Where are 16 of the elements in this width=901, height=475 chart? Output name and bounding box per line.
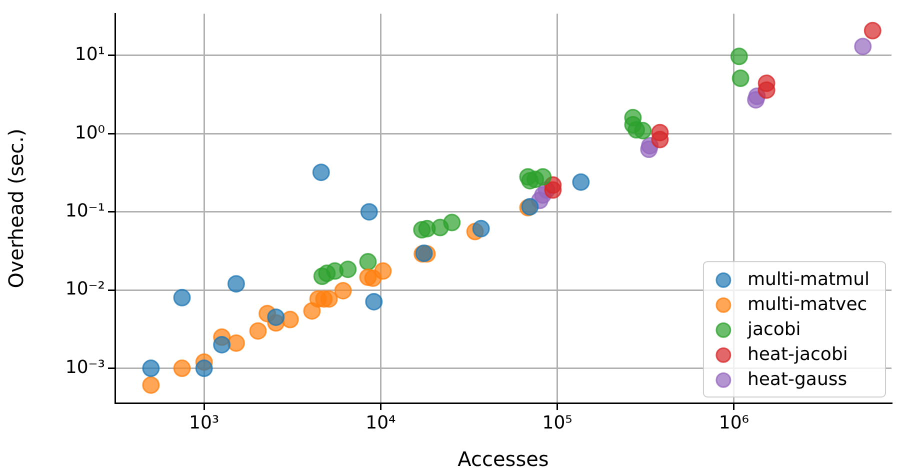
legend-label: heat-jacobi [747,344,848,365]
x-tick-label: 10⁶ [718,412,750,434]
legend-label: multi-matvec [747,294,868,315]
x-axis-title: Accesses [458,447,549,472]
y-axis-title: Overhead (sec.) [4,128,28,288]
y-tick-label: 10⁻¹ [65,200,105,222]
x-tick-label: 10⁴ [366,412,396,434]
y-tick-label: 10¹ [74,44,105,66]
legend-label: multi-matmul [747,268,870,290]
y-tick-label: 10⁻³ [65,356,105,378]
x-tick-label: 10³ [189,412,220,434]
y-tick-label: 10⁻² [65,278,105,300]
y-tick-label: 10⁰ [74,122,105,144]
x-tick-label: 10⁵ [542,412,572,434]
legend-label: jacobi [746,318,801,340]
legend-label: heat-gauss [747,368,848,390]
